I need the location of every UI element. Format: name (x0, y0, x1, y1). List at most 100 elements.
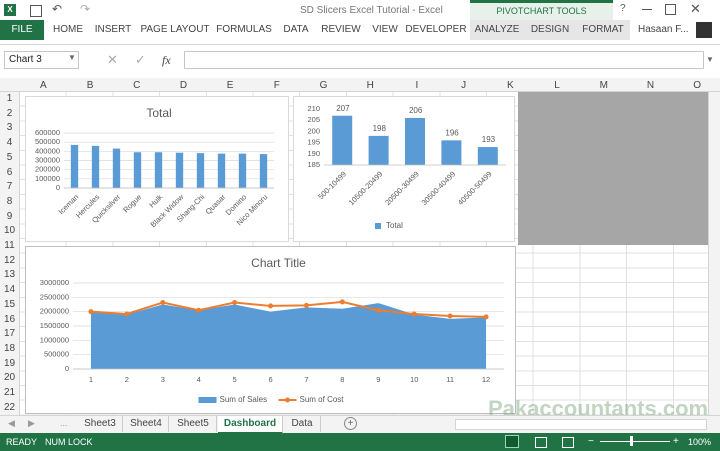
column-header[interactable]: G (319, 80, 328, 91)
fx-icon[interactable]: fx (162, 53, 171, 67)
sheet-tab[interactable]: Data (284, 416, 321, 432)
ribbon-tab[interactable]: VIEW (372, 24, 398, 35)
vertical-scrollbar[interactable] (708, 92, 720, 415)
row-header[interactable]: 16 (3, 313, 16, 325)
row-header[interactable]: 17 (3, 328, 16, 340)
user-avatar[interactable] (696, 22, 712, 38)
close-button[interactable]: ✕ (690, 1, 701, 16)
zoom-level: 100% (688, 437, 712, 447)
line-marker (124, 311, 130, 317)
name-box[interactable]: Chart 3 (4, 51, 79, 69)
row-header[interactable]: 11 (4, 240, 15, 251)
ribbon-tab[interactable]: ANALYZE (474, 24, 520, 35)
chart-total[interactable]: Total 01000002000003000004000005000006000… (25, 96, 289, 242)
column-header[interactable]: D (179, 80, 188, 91)
column-header[interactable]: H (366, 80, 374, 91)
zoom-thumb[interactable] (630, 436, 633, 446)
help-button[interactable]: ? (620, 3, 626, 14)
column-header[interactable]: C (133, 80, 141, 91)
legend-swatch (198, 397, 217, 403)
column-header[interactable]: J (461, 80, 467, 91)
ribbon-tab[interactable]: INSERT (94, 24, 132, 35)
row-header[interactable]: 7 (6, 181, 13, 193)
sheet-tab[interactable]: Dashboard (218, 416, 283, 434)
expand-formula[interactable]: ▼ (706, 55, 714, 64)
y-tick-label: 205 (307, 115, 320, 124)
ribbon-tab[interactable]: FORMULAS (216, 24, 272, 35)
chart-combo[interactable]: Chart Title 0 500000 1000000 1500000 2000000 2… (25, 246, 516, 414)
zoom-slider[interactable] (600, 441, 670, 442)
tab-nav-more[interactable]: ... (60, 418, 68, 428)
line-marker (196, 307, 202, 313)
row-header[interactable]: 19 (3, 357, 16, 369)
row-header[interactable]: 14 (3, 284, 16, 296)
column-header[interactable]: A (40, 80, 47, 91)
ribbon-tab[interactable]: REVIEW (321, 24, 361, 35)
page-layout-view[interactable] (535, 437, 547, 448)
row-header[interactable]: 3 (6, 122, 13, 134)
column-header[interactable]: O (693, 80, 702, 91)
column-header[interactable]: F (273, 80, 280, 91)
tab-nav-prev[interactable]: ◀ (8, 418, 15, 428)
row-header[interactable]: 13 (3, 269, 16, 281)
zoom-in[interactable]: + (673, 436, 679, 447)
window-title: SD Slicers Excel Tutorial - Excel (300, 5, 443, 16)
row-header[interactable]: 10 (3, 225, 16, 237)
sheet-tab[interactable]: Sheet4 (124, 416, 169, 432)
ribbon-tab[interactable]: HOME (53, 24, 83, 35)
column-header[interactable]: I (415, 80, 419, 91)
row-header[interactable]: 1 (6, 93, 13, 104)
sheet-tab[interactable]: Sheet5 (170, 416, 217, 432)
row-header[interactable]: 21 (3, 387, 16, 398)
line-marker (339, 299, 345, 305)
page-break-view[interactable] (562, 437, 574, 448)
ribbon-tab[interactable]: FORMAT (582, 24, 624, 35)
y-tick-label: 210 (307, 104, 320, 113)
column-header[interactable]: E (226, 80, 234, 91)
normal-view[interactable] (505, 435, 519, 448)
save-icon[interactable] (30, 5, 42, 17)
minimize-button[interactable] (642, 9, 652, 10)
data-label: 193 (482, 135, 496, 144)
bar (133, 152, 142, 188)
row-header[interactable]: 9 (6, 210, 13, 222)
ribbon-tab[interactable]: DATA (283, 24, 309, 35)
column-header[interactable]: M (599, 80, 608, 91)
row-header[interactable]: 2 (6, 107, 13, 119)
tab-nav-next[interactable]: ▶ (28, 418, 35, 428)
column-header[interactable]: N (646, 80, 655, 91)
sheet-tab[interactable]: Sheet3 (78, 416, 123, 432)
column-header[interactable]: K (507, 80, 514, 91)
row-header[interactable]: 4 (6, 137, 13, 149)
ribbon-tab[interactable]: DESIGN (530, 24, 570, 35)
ribbon-tab[interactable]: PAGE LAYOUT (140, 24, 210, 35)
row-header[interactable]: 8 (6, 195, 13, 207)
y-tick-label: 0 (65, 364, 69, 373)
zoom-out[interactable]: − (588, 436, 594, 447)
row-header[interactable]: 22 (3, 401, 16, 413)
bar (477, 147, 498, 165)
y-tick-label: 195 (307, 138, 320, 147)
horizontal-scrollbar[interactable] (455, 419, 707, 430)
restore-button[interactable] (665, 4, 676, 15)
ribbon-tab[interactable]: FILE (11, 24, 33, 35)
name-box-dropdown[interactable]: ▼ (68, 53, 76, 62)
column-header[interactable]: L (554, 80, 560, 91)
x-tick-label: 4 (197, 375, 201, 384)
app-icon: X (4, 4, 16, 16)
ribbon-tab[interactable]: DEVELOPER (405, 24, 467, 35)
row-header[interactable]: 18 (3, 342, 16, 354)
new-sheet-button[interactable]: + (344, 417, 357, 430)
redo-icon[interactable]: ↷ (80, 2, 91, 16)
row-header[interactable]: 12 (3, 254, 16, 266)
row-header[interactable]: 5 (6, 151, 13, 163)
line-marker (411, 311, 417, 317)
undo-icon[interactable]: ↶ (52, 2, 63, 16)
row-header[interactable]: 15 (3, 298, 16, 310)
column-header[interactable]: B (86, 80, 94, 91)
formula-input[interactable] (184, 51, 704, 69)
chart-range[interactable]: 185190195200205210500-1049910500-2049920… (293, 96, 515, 242)
user-name[interactable]: Hasaan F... (638, 24, 689, 35)
row-header[interactable]: 6 (6, 166, 13, 178)
row-header[interactable]: 20 (3, 372, 16, 384)
